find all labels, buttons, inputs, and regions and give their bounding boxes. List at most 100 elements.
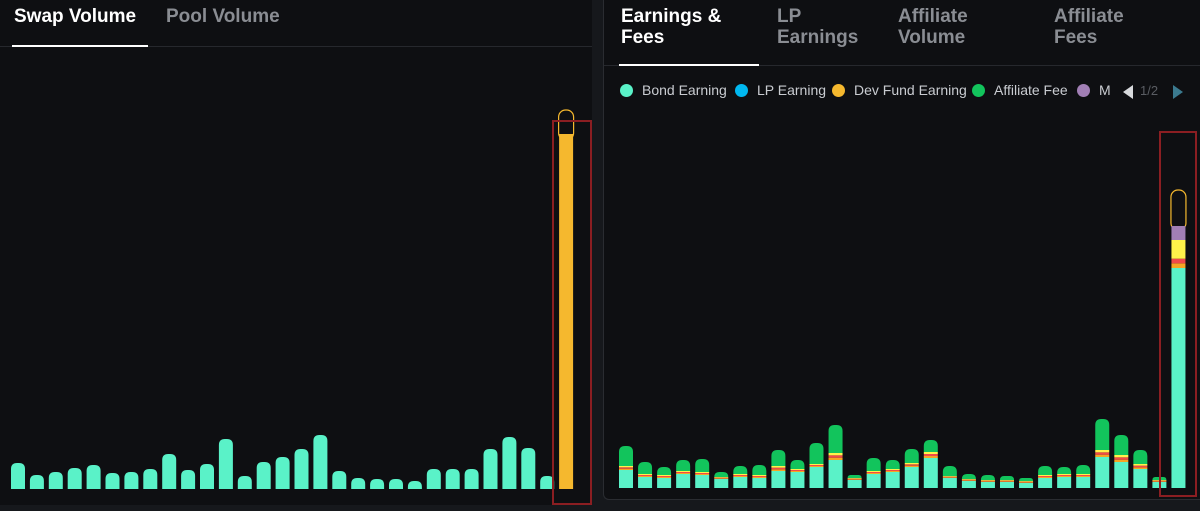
bar — [426, 469, 441, 489]
highlight-box — [552, 120, 592, 505]
bar-segment-lp — [980, 480, 995, 482]
bar-segment-affiliate — [638, 462, 653, 474]
bar-segment-bond — [1076, 477, 1091, 488]
bar-segment-lp — [885, 471, 900, 472]
bar — [559, 134, 574, 489]
right-tab-bar: Earnings & Fees LP Earnings Affiliate Vo… — [604, 0, 1200, 66]
bar-segment-bond — [1095, 457, 1110, 488]
legend-dot-icon — [832, 84, 845, 97]
bar-segment-lp — [1076, 475, 1091, 476]
bar-segment-lp — [1171, 258, 1186, 264]
legend-item-affiliate-fee[interactable]: Affiliate Fee — [972, 82, 1068, 98]
bar-segment-lp — [657, 477, 672, 478]
bar — [218, 439, 233, 489]
tab-earnings-fees[interactable]: Earnings & Fees — [621, 6, 722, 48]
bar-segment-lp — [1095, 452, 1110, 455]
bar-segment-affiliate — [676, 460, 691, 471]
bar-segment-lp — [695, 474, 710, 475]
bar-segment-bond — [733, 477, 748, 488]
bar-segment-lp — [752, 476, 767, 477]
bar — [67, 468, 82, 489]
bar — [351, 478, 366, 489]
bar — [540, 476, 555, 489]
bar-segment-lp — [828, 457, 843, 460]
bar-segment-lp — [847, 478, 862, 479]
bar-segment-bond — [695, 475, 710, 488]
bar-segment-lp — [885, 470, 900, 471]
bar-segment-lp — [904, 465, 919, 467]
bar-segment-affiliate — [1019, 478, 1034, 481]
bar-segment-lp — [904, 464, 919, 466]
bar — [407, 481, 422, 489]
bar-segment-lp — [1076, 476, 1091, 477]
bar-segment-affiliate — [619, 446, 633, 466]
bar-segment-lp — [1171, 254, 1186, 259]
bar-segment-affiliate — [1000, 476, 1014, 480]
bar-segment-lp — [1057, 476, 1072, 477]
bar-segment-lp — [942, 476, 957, 477]
bar-segment-lp — [1114, 459, 1129, 462]
legend-dot-icon — [735, 84, 748, 97]
bar-segment-bond — [1057, 477, 1072, 488]
bar-segment-bond — [619, 470, 633, 488]
bar-segment-lp — [904, 463, 919, 465]
tab-affiliate-volume[interactable]: Affiliate Volume — [898, 6, 968, 48]
tab-pool-volume[interactable]: Pool Volume — [166, 6, 280, 27]
tab-affiliate-fees[interactable]: Affiliate Fees — [1054, 6, 1124, 48]
earnings-panel: Earnings & Fees LP Earnings Affiliate Vo… — [603, 0, 1200, 500]
bar-segment-bond — [866, 474, 881, 488]
bar-segment-lp — [1114, 457, 1129, 460]
bar-segment-lp — [619, 466, 633, 468]
bar-segment-lp — [1114, 455, 1129, 458]
bar-segment-affiliate — [1076, 465, 1091, 474]
bar-segment-lp — [866, 472, 881, 473]
bar-segment-affiliate — [1133, 450, 1148, 464]
bar-segment-bond — [904, 467, 919, 488]
bar-segment-lp — [1171, 263, 1186, 268]
bar-segment-bond — [1171, 268, 1186, 488]
legend-item-lp-earning[interactable]: LP Earning — [735, 82, 826, 98]
bar-segment-affiliate — [904, 449, 919, 463]
bar-segment-lp — [1095, 454, 1110, 457]
active-tab-underline — [619, 64, 759, 66]
bar-segment-affiliate — [1114, 435, 1129, 455]
legend-item-m[interactable]: M — [1077, 82, 1111, 98]
bar-segment-lp — [657, 475, 672, 476]
bar-segment-lp — [714, 477, 729, 479]
legend-label: LP Earning — [757, 82, 827, 98]
bar-segment-affiliate — [885, 460, 900, 469]
legend-item-dev-fund-earning[interactable]: Dev Fund Earning — [832, 82, 967, 98]
tab-swap-volume[interactable]: Swap Volume — [14, 6, 137, 27]
bar-segment-lp — [961, 479, 976, 481]
bar-segment-bond — [1038, 478, 1053, 488]
bar-segment-lp — [828, 453, 843, 456]
bar-segment-bond — [1019, 483, 1034, 488]
bar-segment-affiliate — [866, 458, 881, 471]
bar-segment-affiliate — [828, 425, 843, 453]
bar-segment-affiliate — [657, 467, 672, 475]
legend-dot-icon — [1077, 84, 1090, 97]
legend-pager: 1/2 — [1140, 83, 1159, 98]
bar-segment-lp — [714, 477, 729, 478]
bar-segment-lp — [1038, 475, 1053, 476]
bar-segment-lp — [1000, 481, 1014, 482]
bar-segment-lp — [790, 470, 805, 471]
legend-item-bond-earning[interactable]: Bond Earning — [620, 82, 727, 98]
bar-segment-affiliate — [752, 465, 767, 475]
legend-prev-icon[interactable] — [1123, 85, 1133, 99]
tab-lp-earnings[interactable]: LP Earnings — [777, 6, 859, 48]
left-tab-bar: Swap Volume Pool Volume — [0, 0, 592, 47]
bar-segment-lp — [923, 456, 938, 458]
bar-segment-lp — [961, 479, 976, 480]
legend-label: M — [1099, 82, 1111, 98]
bar-segment-bond — [980, 482, 995, 488]
bar-segment-lp — [657, 476, 672, 477]
bar-segment-lp — [885, 469, 900, 470]
bar-segment-lp — [828, 455, 843, 458]
legend-next-icon[interactable] — [1173, 85, 1183, 99]
bar-segment-bond — [828, 460, 843, 488]
bar — [483, 449, 498, 489]
bar-segment-lp — [1133, 464, 1148, 466]
bar-segment-lp — [809, 464, 824, 465]
bar — [256, 462, 271, 489]
